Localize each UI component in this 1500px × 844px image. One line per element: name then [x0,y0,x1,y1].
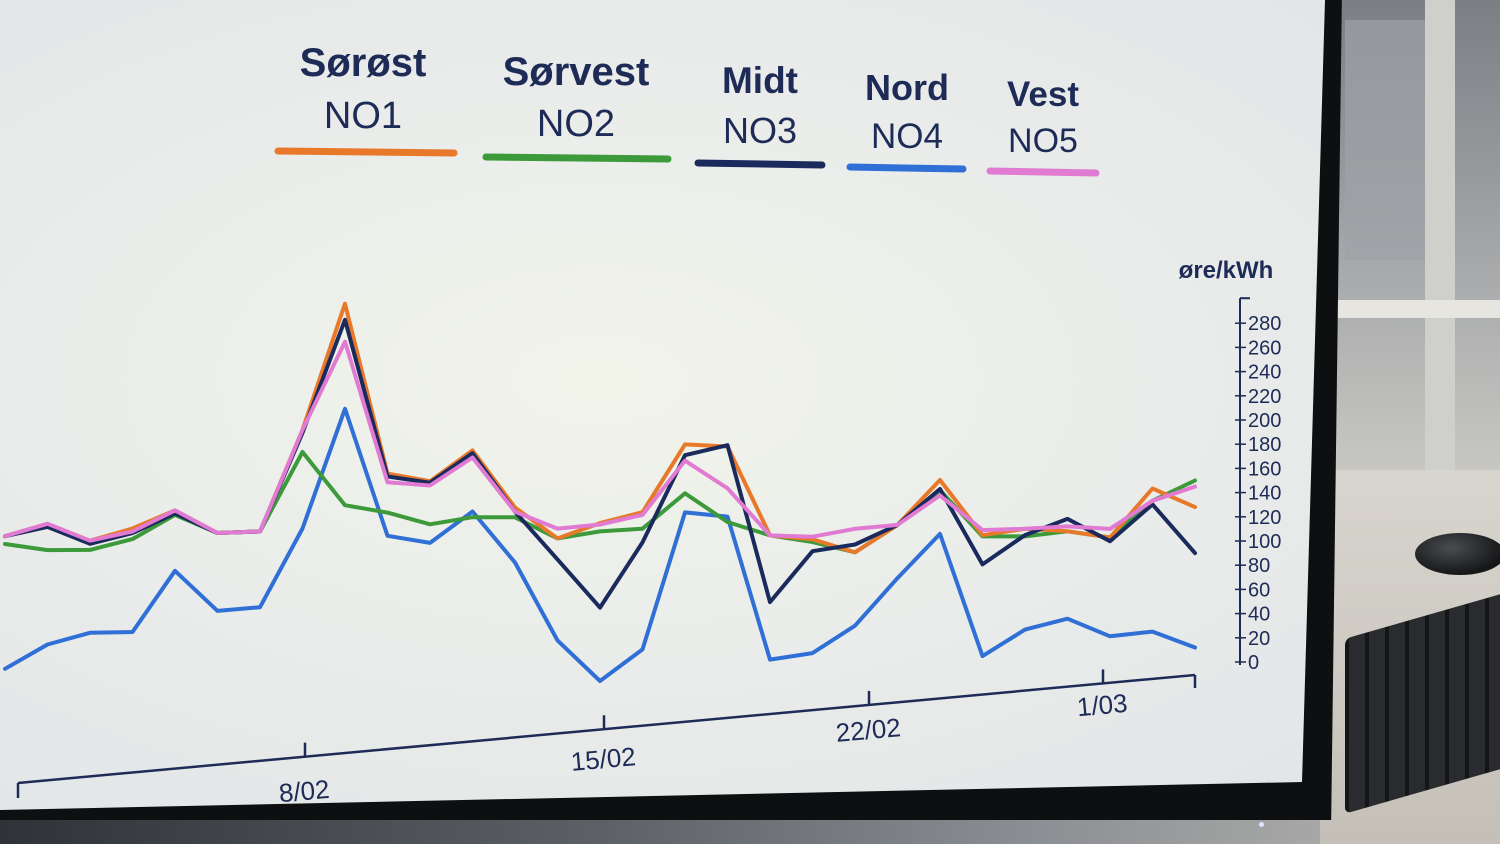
legend-name: Vest [1007,75,1079,114]
legend-swatch [846,163,967,173]
y-tick-label: 180 [1248,434,1281,456]
legend-item-no5: Vest NO5 [986,75,1100,177]
y-tick-label: 140 [1248,483,1281,505]
legend: Sørøst NO1 Sørvest NO2 Midt NO3 Nord NO4 Vest NO5 [274,41,1100,177]
legend-code: NO1 [324,95,402,137]
y-tick-label: 100 [1248,531,1281,553]
y-tick-label: 20 [1248,628,1270,650]
office-table [1335,300,1500,318]
y-tick-label: 200 [1248,410,1281,432]
x-tick-label: 8/02 [278,774,331,808]
legend-swatch [482,153,672,163]
y-tick-label: 160 [1248,458,1281,480]
legend-name: Nord [865,67,949,108]
y-tick-label: 260 [1248,337,1281,359]
y-tick-label: 80 [1248,555,1270,577]
series-line-no5 [3,339,1197,543]
computer-mouse [1415,533,1500,575]
legend-code: NO2 [537,103,615,145]
y-tick-label: 0 [1248,652,1259,674]
x-tick-label: 22/02 [834,712,901,748]
x-tick-label: 1/03 [1076,688,1129,722]
y-axis-label: øre/kWh [1179,257,1274,284]
legend-item-no1: Sørøst NO1 [274,41,458,157]
x-tick-label: 15/02 [569,741,636,777]
legend-swatch [986,167,1100,177]
legend-item-no2: Sørvest NO2 [482,50,672,163]
legend-name: Midt [722,60,798,101]
y-tick-label: 120 [1248,507,1281,529]
legend-swatch [694,159,826,169]
legend-code: NO5 [1008,122,1078,160]
power-indicator [1259,822,1264,827]
series-lines [3,301,1197,683]
legend-code: NO4 [871,117,943,156]
legend-name: Sørvest [503,50,650,94]
y-tick-label: 240 [1248,362,1281,384]
office-column [1425,0,1455,470]
y-tick-label: 60 [1248,579,1270,601]
legend-item-no4: Nord NO4 [846,67,967,173]
x-axis-line [17,673,1196,785]
legend-code: NO3 [723,110,797,151]
office-window [1345,20,1425,260]
y-tick-label: 220 [1248,386,1281,408]
series-line-no2 [3,450,1197,555]
y-tick-label: 40 [1248,604,1270,626]
series-line-no4 [3,406,1197,683]
series-line-no3 [3,317,1197,610]
legend-swatch [274,147,458,157]
legend-item-no3: Midt NO3 [694,60,826,169]
legend-name: Sørøst [300,41,427,85]
y-tick-label: 280 [1248,313,1281,335]
x-axis: 8/02 15/02 22/02 1/03 [16,669,1197,808]
